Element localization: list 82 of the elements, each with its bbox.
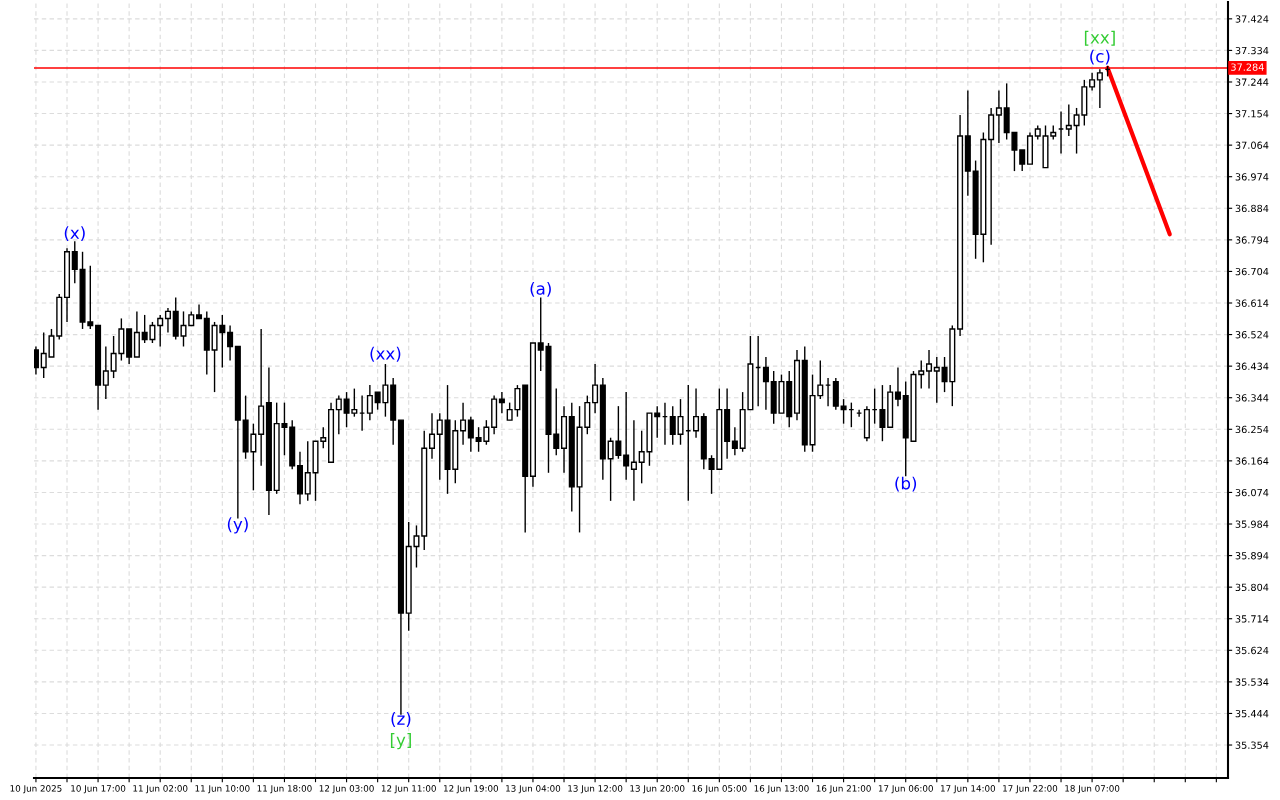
y-tick-label: 35.804 xyxy=(1235,583,1269,591)
x-tick-label: 10 Jun 17:00 xyxy=(71,785,126,794)
y-tick-label: 35.444 xyxy=(1235,709,1269,718)
candlestick xyxy=(467,415,474,453)
y-tick-label: 35.714 xyxy=(1235,615,1269,623)
candlestick xyxy=(592,363,599,414)
y-tick-label: 36.794 xyxy=(1235,236,1269,244)
candlestick xyxy=(428,412,436,460)
ref-line-label: 37.284 xyxy=(1231,63,1264,71)
candlestick xyxy=(1065,103,1072,137)
x-tick-label: 12 Jun 03:00 xyxy=(319,785,374,794)
candlestick xyxy=(71,240,78,285)
annotation: (a) xyxy=(530,281,551,297)
y-tick-label: 36.164 xyxy=(1235,457,1269,465)
annotation: (c) xyxy=(1090,49,1110,65)
x-tick-label: 16 Jun 05:00 xyxy=(692,785,747,794)
y-tick-label: 36.434 xyxy=(1235,362,1269,370)
y-tick-label: 36.074 xyxy=(1235,488,1269,497)
y-tick-label: 35.984 xyxy=(1235,520,1269,528)
candlestick xyxy=(227,324,234,362)
x-tick-label: 13 Jun 04:00 xyxy=(506,785,561,794)
candlestick xyxy=(1019,149,1026,172)
x-tick-label: 12 Jun 19:00 xyxy=(444,785,499,794)
candlestick xyxy=(164,307,171,334)
candlestick xyxy=(995,89,1002,144)
candlestick xyxy=(335,394,342,435)
annotation: (x) xyxy=(64,226,85,242)
candlestick xyxy=(436,412,443,481)
y-tick-label: 36.704 xyxy=(1235,267,1269,276)
candlestick xyxy=(840,398,847,425)
y-tick-label: 36.524 xyxy=(1235,331,1269,339)
y-tick-label: 36.974 xyxy=(1235,173,1269,181)
candlestick xyxy=(933,356,940,404)
candlestick xyxy=(731,426,738,456)
x-tick-label: 13 Jun 20:00 xyxy=(630,785,685,794)
candlestick xyxy=(693,387,700,439)
x-tick-label: 12 Jun 11:00 xyxy=(381,785,436,794)
y-tick-label: 37.064 xyxy=(1235,141,1269,149)
x-tick-label: 17 Jun 06:00 xyxy=(878,785,933,794)
y-tick-label: 35.894 xyxy=(1235,552,1269,560)
candlestick xyxy=(879,384,886,442)
y-tick-label: 36.344 xyxy=(1235,394,1269,402)
candlestick xyxy=(34,345,39,376)
candlestick xyxy=(654,405,661,439)
y-tick-label: 37.244 xyxy=(1235,78,1269,86)
candlestick xyxy=(157,314,164,348)
candlestick xyxy=(762,356,769,411)
y-tick-label: 37.424 xyxy=(1235,15,1269,23)
candlestick xyxy=(623,391,630,481)
candlestick xyxy=(1096,68,1103,109)
y-tick-label: 36.614 xyxy=(1235,299,1269,307)
x-tick-label: 16 Jun 13:00 xyxy=(754,785,809,794)
x-tick-label: 11 Jun 02:00 xyxy=(133,785,188,794)
x-tick-label: 17 Jun 22:00 xyxy=(1003,785,1058,794)
candlestick xyxy=(195,303,203,320)
annotation: (xx) xyxy=(370,346,401,362)
y-tick-label: 37.334 xyxy=(1235,46,1269,55)
y-tick-label: 36.884 xyxy=(1235,204,1269,213)
candlestick xyxy=(894,366,901,407)
annotation: (y) xyxy=(227,517,248,534)
x-tick-label: 16 Jun 21:00 xyxy=(816,785,871,794)
annotation: (b) xyxy=(895,476,917,492)
y-tick-label: 35.534 xyxy=(1235,678,1269,686)
y-tick-label: 35.354 xyxy=(1235,741,1269,749)
candlestick xyxy=(498,391,505,414)
candlestick xyxy=(366,384,373,421)
y-tick-label: 35.624 xyxy=(1235,646,1269,655)
candlestick xyxy=(102,345,109,400)
y-tick-label: 37.154 xyxy=(1235,110,1269,118)
annotation: [xx] xyxy=(1084,30,1115,46)
x-tick-label: 11 Jun 10:00 xyxy=(195,785,250,794)
x-tick-label: 10 Jun 2025 xyxy=(10,785,62,794)
y-tick-label: 36.254 xyxy=(1235,425,1269,434)
annotation: [y] xyxy=(390,733,411,750)
x-tick-label: 13 Jun 12:00 xyxy=(568,785,623,794)
x-tick-label: 11 Jun 18:00 xyxy=(257,785,312,794)
candlestick xyxy=(925,349,933,390)
candlestick xyxy=(460,401,467,446)
candlestick xyxy=(630,419,637,502)
x-tick-label: 18 Jun 07:00 xyxy=(1065,785,1120,794)
annotation: (z) xyxy=(391,712,411,727)
x-tick-label: 17 Jun 14:00 xyxy=(941,785,996,794)
